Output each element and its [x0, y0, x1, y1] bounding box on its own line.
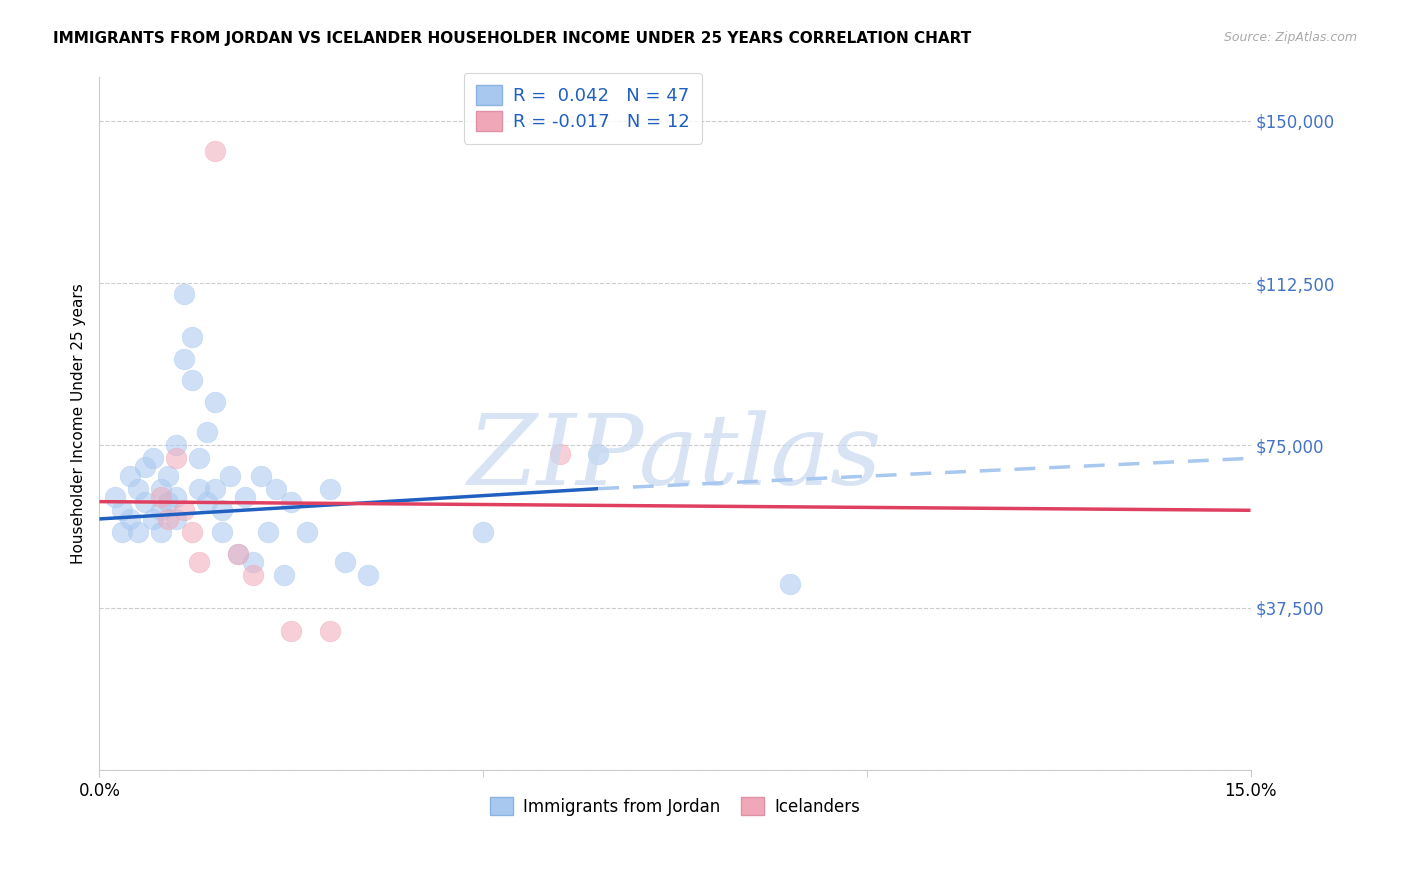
Point [204, 482, 226, 496]
Point [104, 491, 127, 505]
Point [173, 286, 195, 301]
Point [257, 524, 280, 539]
Point [157, 512, 180, 526]
Point [211, 524, 233, 539]
Point [195, 425, 218, 440]
Point [357, 568, 380, 582]
Point [219, 468, 242, 483]
Point [127, 524, 149, 539]
Point [120, 512, 142, 526]
Point [134, 460, 156, 475]
Point [149, 482, 172, 496]
Point [149, 524, 172, 539]
Point [149, 491, 172, 505]
Point [318, 482, 340, 496]
Point [157, 468, 180, 483]
Point [273, 568, 295, 582]
Text: ZIPatlas: ZIPatlas [468, 410, 882, 506]
Point [142, 512, 165, 526]
Point [134, 494, 156, 508]
Point [211, 503, 233, 517]
Point [226, 547, 249, 561]
Point [242, 568, 264, 582]
Point [779, 577, 801, 591]
Legend: Immigrants from Jordan, Icelanders: Immigrants from Jordan, Icelanders [482, 789, 869, 824]
Text: Source: ZipAtlas.com: Source: ZipAtlas.com [1223, 31, 1357, 45]
Point [120, 468, 142, 483]
Y-axis label: Householder Income Under 25 years: Householder Income Under 25 years [72, 284, 86, 564]
Point [157, 494, 180, 508]
Point [548, 447, 571, 461]
Point [204, 144, 226, 158]
Point [333, 555, 356, 569]
Point [165, 512, 187, 526]
Point [127, 482, 149, 496]
Point [233, 491, 256, 505]
Point [180, 330, 202, 344]
Point [149, 503, 172, 517]
Point [280, 494, 302, 508]
Point [180, 524, 202, 539]
Point [180, 373, 202, 387]
Point [111, 524, 134, 539]
Point [165, 438, 187, 452]
Point [226, 547, 249, 561]
Point [249, 468, 271, 483]
Point [173, 351, 195, 366]
Point [188, 482, 211, 496]
Point [204, 395, 226, 409]
Point [586, 447, 609, 461]
Text: IMMIGRANTS FROM JORDAN VS ICELANDER HOUSEHOLDER INCOME UNDER 25 YEARS CORRELATIO: IMMIGRANTS FROM JORDAN VS ICELANDER HOUS… [53, 31, 972, 46]
Point [188, 555, 211, 569]
Point [242, 555, 264, 569]
Point [295, 524, 318, 539]
Point [472, 524, 495, 539]
Point [165, 451, 187, 466]
Point [142, 451, 165, 466]
Point [280, 624, 302, 639]
Point [318, 624, 340, 639]
Point [264, 482, 287, 496]
Point [188, 451, 211, 466]
Point [165, 491, 187, 505]
Point [173, 503, 195, 517]
Point [195, 494, 218, 508]
Point [111, 503, 134, 517]
